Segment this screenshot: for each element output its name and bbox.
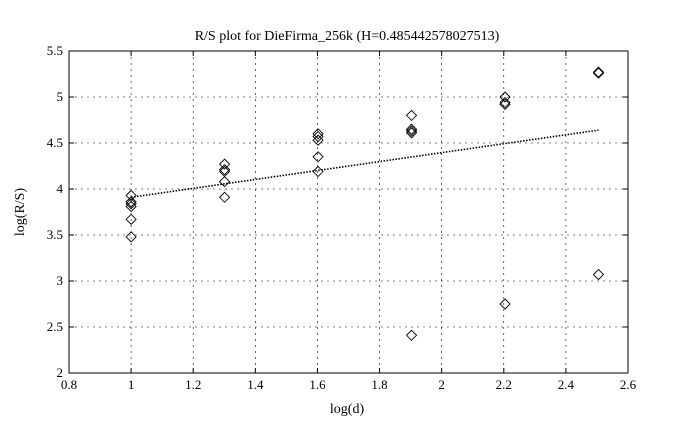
y-tick-label: 5.5 — [47, 43, 63, 58]
x-tick-label: 1.8 — [371, 377, 387, 392]
x-tick-label: 1.6 — [309, 377, 326, 392]
y-tick-label: 2.5 — [47, 319, 63, 334]
data-point-diamond — [218, 164, 231, 176]
data-point-diamond — [499, 98, 511, 110]
plot-frame — [68, 50, 629, 374]
axis-ticks: 0.8 1 1.2 1.4 1.6 1.8 2 2.2 2.4 2.6 2 2.5 3 3.5 4 4.5 5 5… — [47, 43, 637, 392]
data-point-diamond — [405, 125, 418, 137]
x-tick-label: 1.2 — [185, 377, 201, 392]
fit-line-group — [130, 129, 599, 199]
data-point-diamond — [125, 198, 137, 210]
x-tick-label: 2.6 — [620, 377, 637, 392]
data-point-diamond — [312, 151, 324, 163]
data-points — [125, 66, 605, 341]
y-tick-label: 3 — [57, 273, 64, 288]
x-axis-label: log(d) — [330, 402, 365, 417]
data-point-diamond — [312, 130, 324, 143]
data-point-diamond — [499, 91, 511, 103]
y-tick-label: 3.5 — [47, 227, 63, 242]
data-point-diamond — [125, 213, 137, 225]
data-point-diamond — [218, 158, 231, 170]
x-tick-label: 2.4 — [558, 377, 575, 392]
y-tick-label: 2 — [57, 365, 64, 380]
data-point-diamond — [125, 231, 137, 243]
y-tick-label: 4.5 — [47, 135, 63, 150]
data-point-diamond — [125, 196, 137, 208]
data-point-diamond — [499, 298, 511, 310]
y-tick-label: 4 — [57, 181, 64, 196]
data-point-diamond — [405, 329, 418, 341]
x-tick-label: 2.2 — [496, 377, 512, 392]
data-point-diamond — [592, 66, 605, 78]
data-point-diamond — [125, 189, 137, 202]
data-point-diamond — [405, 109, 418, 122]
x-tick-label: 1.4 — [247, 377, 264, 392]
data-point-diamond — [218, 191, 231, 203]
data-point-diamond — [592, 67, 605, 79]
data-point-diamond — [592, 268, 605, 281]
chart-title: R/S plot for DieFirma_256k (H=0.48544257… — [195, 29, 500, 44]
grid-lines — [69, 51, 628, 373]
data-point-diamond — [405, 123, 418, 135]
x-tick-label: 1 — [128, 377, 135, 392]
y-axis-label: log(R/S) — [13, 188, 28, 237]
data-point-diamond — [312, 134, 324, 146]
data-point-diamond — [499, 96, 511, 109]
data-point-diamond — [218, 165, 231, 178]
x-tick-label: 2 — [438, 377, 445, 392]
data-point-diamond — [218, 176, 231, 188]
y-tick-label: 5 — [57, 89, 64, 104]
fit-line — [130, 129, 599, 199]
x-tick-label: 0.8 — [61, 377, 77, 392]
data-point-diamond — [312, 165, 324, 178]
data-point-diamond — [312, 128, 324, 140]
